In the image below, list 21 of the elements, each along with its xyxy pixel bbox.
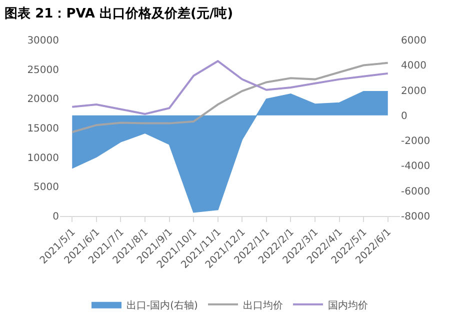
y2-tick-label: -2000	[401, 136, 430, 148]
y-tick-label: 30000	[27, 36, 59, 46]
y-tick-label: 25000	[27, 64, 59, 76]
y2-tick-label: 2000	[401, 86, 426, 97]
y-tick-label: 10000	[27, 152, 59, 164]
y-tick-label: 15000	[27, 124, 59, 134]
chart-title: 图表 21：PVA 出口价格及价差(元/吨)	[4, 6, 234, 22]
legend-label: 国内均价	[328, 299, 368, 312]
legend-label: 出口-国内(右轴)	[126, 299, 198, 312]
line-series	[71, 60, 389, 115]
y2-tick-label: 4000	[401, 60, 426, 72]
y2-tick-label: -6000	[401, 186, 430, 198]
y-tick-label: 5000	[34, 182, 59, 194]
y2-tick-label: -4000	[401, 161, 430, 172]
y-tick-label: 20000	[27, 94, 59, 106]
y2-tick-label: 6000	[401, 36, 426, 46]
y-tick-label: 0	[52, 212, 59, 222]
y2-tick-label: -8000	[401, 212, 430, 222]
legend-label: 出口均价	[243, 299, 284, 312]
line-series	[71, 62, 389, 134]
y2-tick-label: 0	[401, 110, 408, 122]
